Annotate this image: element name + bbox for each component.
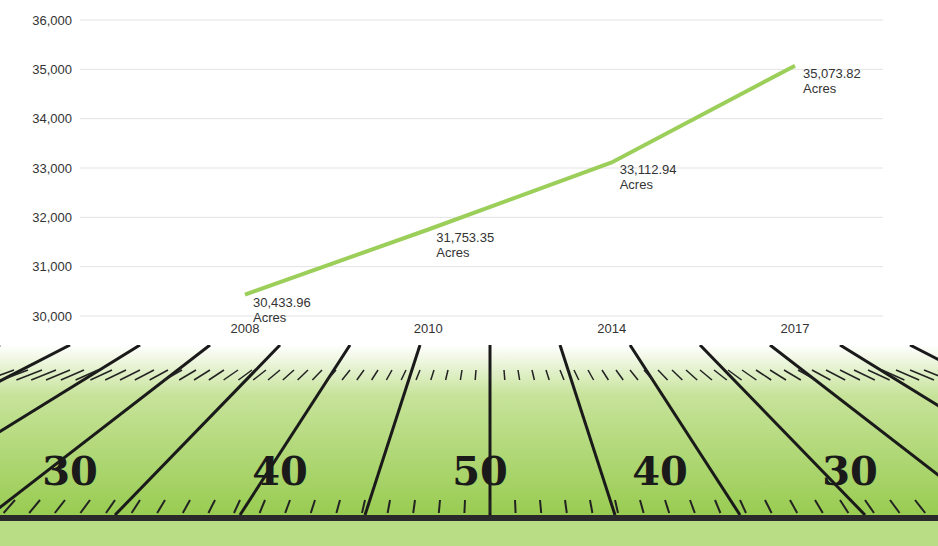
svg-text:50: 50: [452, 447, 508, 494]
svg-text:33,112.94Acres: 33,112.94Acres: [620, 162, 677, 192]
svg-text:32,000: 32,000: [32, 210, 72, 225]
svg-text:35,073.82Acres: 35,073.82Acres: [803, 66, 861, 96]
svg-text:2017: 2017: [781, 321, 810, 336]
svg-text:34,000: 34,000: [32, 111, 72, 126]
svg-text:35,000: 35,000: [32, 62, 72, 77]
svg-text:30,433.96Acres: 30,433.96Acres: [253, 295, 311, 325]
svg-text:30: 30: [42, 447, 98, 494]
svg-text:31,753.35Acres: 31,753.35Acres: [436, 230, 494, 260]
svg-text:33,000: 33,000: [32, 161, 72, 176]
svg-text:2014: 2014: [597, 321, 626, 336]
svg-text:30: 30: [822, 447, 878, 494]
svg-text:40: 40: [632, 447, 688, 494]
svg-text:31,000: 31,000: [32, 259, 72, 274]
svg-text:30,000: 30,000: [32, 309, 72, 324]
svg-text:2010: 2010: [414, 321, 443, 336]
svg-text:36,000: 36,000: [32, 13, 72, 28]
svg-text:2008: 2008: [230, 321, 260, 337]
svg-text:40: 40: [252, 447, 308, 494]
